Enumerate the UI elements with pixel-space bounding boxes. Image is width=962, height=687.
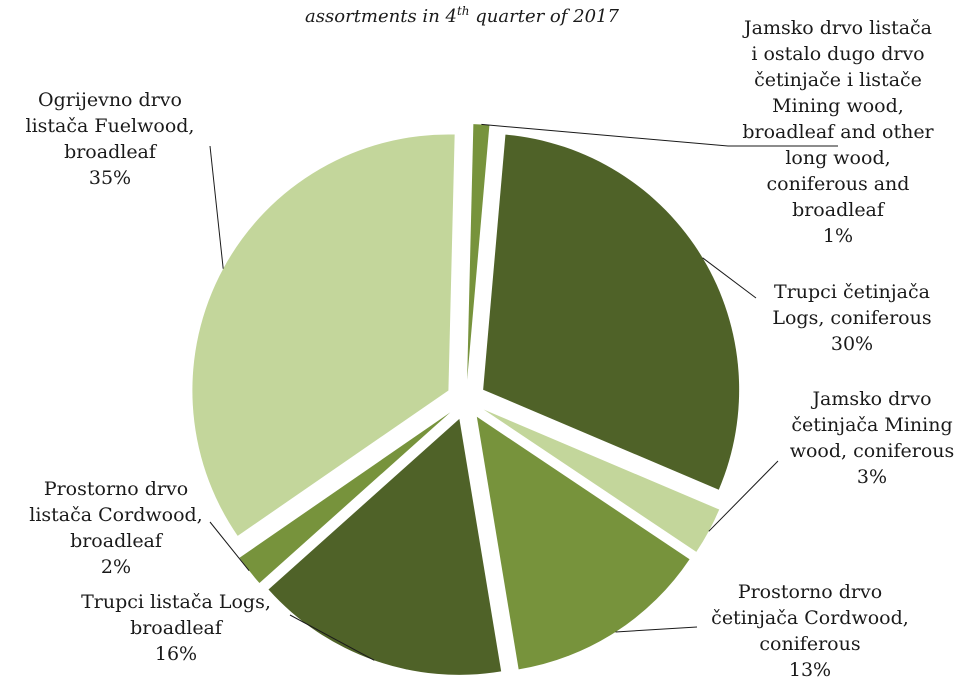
slice-label-line: Trupci listača Logs,	[81, 591, 271, 613]
slice-label-line: broadleaf	[64, 141, 158, 163]
slice-label-line: broadleaf	[130, 617, 224, 639]
leader-line-trupci-cetinjaca	[702, 257, 757, 299]
leader-line-trupci-listaca	[289, 614, 375, 661]
slice-label-prostorno-drvo-cetinjaca: Prostorno drvo četinjača Cordwood, conifer…	[711, 581, 909, 681]
slice-label-ogrijevno-drvo-listaca: Ogrijevno drvo listača Fuelwood, broadleaf…	[26, 89, 195, 189]
slice-label-line: long wood,	[785, 147, 890, 169]
slice-label-line: i ostalo dugo drvo	[751, 43, 924, 65]
slice-label-line: broadleaf	[70, 530, 164, 552]
pie-slice-jamsko-drvo-cetinjaca	[483, 409, 720, 552]
pie-slice-prostorno-drvo-cetinjaca	[476, 416, 690, 670]
slice-percent-jamsko-drvo-cetinjaca: 3%	[857, 466, 887, 488]
slice-label-jamsko-drvo-cetinjaca: Jamsko drvo četinjača Mining wood, conifer…	[790, 388, 955, 488]
slice-label-line: coniferous	[759, 633, 860, 655]
leader-line-jamsko-drvo-listaca	[481, 123, 838, 147]
slice-label-line: Jamsko drvo	[810, 388, 931, 410]
pie-slice-trupci-cetinjaca	[483, 134, 740, 490]
pie-slice-trupci-listaca	[268, 418, 502, 675]
slice-label-line: Trupci četinjača	[774, 281, 930, 303]
slice-label-line: Logs, coniferous	[772, 307, 931, 329]
pie-slice-prostorno-drvo-listaca	[239, 412, 451, 583]
slice-percent-jamsko-drvo-listaca: 1%	[823, 225, 853, 247]
slice-label-line: Prostorno drvo	[738, 581, 882, 603]
slice-percent-prostorno-drvo-listaca: 2%	[101, 556, 131, 578]
slice-label-line: Jamsko drvo listača	[742, 17, 932, 39]
leader-line-ogrijevno-drvo-listaca	[209, 145, 224, 269]
slice-percent-trupci-cetinjaca: 30%	[831, 333, 873, 355]
slice-label-line: Ogrijevno drvo	[38, 89, 182, 111]
slice-label-line: wood, coniferous	[790, 440, 955, 462]
chart-title-superscript: th	[457, 4, 470, 18]
slice-label-line: broadleaf	[792, 199, 886, 221]
slice-label-line: listača Cordwood,	[29, 504, 202, 526]
chart-title-main: assortments in 4	[305, 6, 457, 27]
slice-label-line: listača Fuelwood,	[26, 115, 195, 137]
slice-label-trupci-cetinjaca: Trupci četinjača Logs, coniferous 30%	[772, 281, 931, 355]
pie-slices	[192, 124, 740, 675]
slice-label-line: broadleaf and other	[742, 121, 934, 143]
slice-labels: Jamsko drvo listača i ostalo dugo drvo čet…	[26, 17, 955, 681]
slice-label-line: Prostorno drvo	[44, 478, 188, 500]
leader-lines	[209, 123, 838, 661]
slice-label-line: Mining wood,	[772, 95, 904, 117]
slice-label-trupci-listaca: Trupci listača Logs, broadleaf 16%	[81, 591, 271, 665]
slice-percent-ogrijevno-drvo-listaca: 35%	[89, 167, 131, 189]
chart-title-tail: quarter of 2017	[470, 6, 620, 27]
pie-slice-jamsko-drvo-listaca	[467, 124, 490, 381]
slice-label-line: četinjače i listače	[754, 69, 922, 91]
slice-percent-prostorno-drvo-cetinjaca: 13%	[789, 659, 831, 681]
slice-label-line: četinjača Mining	[791, 414, 952, 436]
slice-label-jamsko-drvo-listaca: Jamsko drvo listača i ostalo dugo drvo čet…	[742, 17, 935, 247]
slice-label-line: coniferous and	[767, 173, 910, 195]
leader-line-jamsko-drvo-cetinjaca	[708, 460, 779, 532]
leader-line-prostorno-drvo-cetinjaca	[615, 626, 698, 633]
chart-title: assortments in 4th quarter of 2017	[305, 4, 619, 27]
pie-slice-ogrijevno-drvo-listaca	[192, 134, 455, 536]
slice-percent-trupci-listaca: 16%	[155, 643, 197, 665]
leader-line-prostorno-drvo-listaca	[209, 521, 250, 572]
slice-label-prostorno-drvo-listaca: Prostorno drvo listača Cordwood, broadleaf…	[29, 478, 202, 578]
slice-label-line: četinjača Cordwood,	[711, 607, 909, 629]
